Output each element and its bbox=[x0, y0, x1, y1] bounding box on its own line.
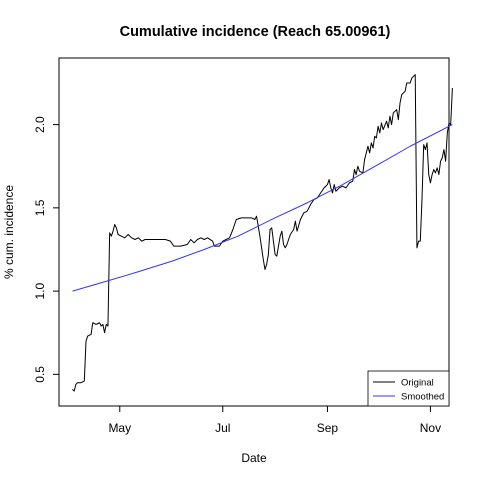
chart-title: Cumulative incidence (Reach 65.00961) bbox=[120, 24, 391, 40]
x-tick-label: May bbox=[108, 421, 131, 435]
y-tick-label: 1.0 bbox=[33, 282, 47, 299]
x-axis: May Jul Sep Nov bbox=[108, 406, 441, 435]
x-tick-label: Nov bbox=[420, 421, 441, 435]
y-axis: 0.5 1.0 1.5 2.0 bbox=[33, 116, 59, 383]
plot-frame bbox=[58, 57, 450, 407]
legend-box bbox=[367, 370, 450, 407]
y-tick-label: 1.5 bbox=[33, 199, 47, 216]
legend-label-original: Original bbox=[401, 378, 434, 389]
series-layer bbox=[72, 74, 453, 392]
series-line-smoothed bbox=[72, 124, 453, 292]
x-tick-label: Sep bbox=[317, 421, 339, 435]
series-line-original bbox=[72, 74, 453, 392]
x-axis-label: Date bbox=[241, 451, 267, 465]
legend: Original Smoothed bbox=[367, 370, 450, 407]
legend-label-smoothed: Smoothed bbox=[401, 392, 444, 403]
y-tick-label: 2.0 bbox=[33, 116, 47, 133]
x-tick-label: Jul bbox=[215, 421, 230, 435]
y-tick-label: 0.5 bbox=[33, 366, 47, 383]
y-axis-label: % cum. incidence bbox=[2, 185, 16, 279]
